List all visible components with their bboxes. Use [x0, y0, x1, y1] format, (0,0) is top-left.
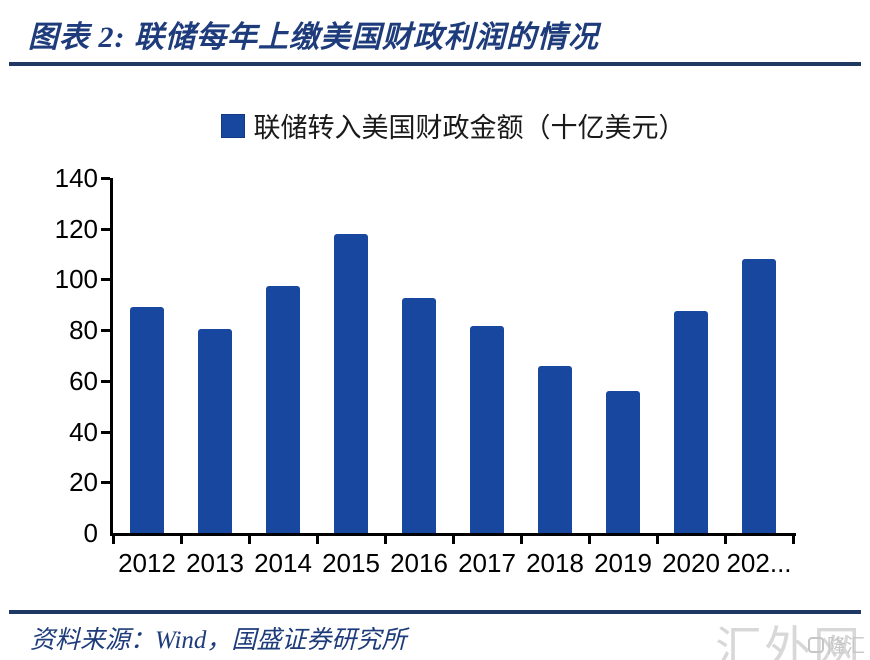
y-axis-tick-mark	[101, 278, 110, 282]
y-axis-tick-label: 140	[54, 163, 98, 193]
x-axis-category-label: 2019	[594, 548, 652, 578]
x-axis-category-label: 2018	[526, 548, 584, 578]
bar-2020	[674, 311, 708, 533]
x-axis-category-label: 2017	[458, 548, 516, 578]
bar-2018	[538, 365, 572, 533]
x-axis-tick-mark	[452, 536, 455, 544]
y-axis-tick-mark	[101, 227, 110, 231]
bar-202...	[742, 259, 776, 533]
x-axis-tick-mark	[112, 536, 115, 544]
x-axis-tick-mark	[520, 536, 523, 544]
x-axis-tick-mark	[384, 536, 387, 544]
y-axis-tick-mark	[101, 329, 110, 333]
y-axis-tick-label: 40	[69, 416, 98, 447]
gelonghui-logo-icon	[807, 636, 824, 653]
bar-2019	[606, 391, 640, 533]
plot-frame	[110, 178, 796, 536]
x-axis-tick-mark	[792, 536, 795, 544]
y-axis-tick-mark	[101, 430, 110, 434]
bar-2014	[266, 285, 300, 533]
x-axis-category-label: 2015	[322, 548, 380, 578]
x-axis-tick-mark	[180, 536, 183, 544]
x-axis-tick-mark	[724, 536, 727, 544]
source-attribution: 资料来源：Wind，国盛证券研究所	[30, 627, 407, 654]
x-axis-category-label: 202...	[726, 548, 792, 578]
x-axis-category-label: 2013	[186, 548, 244, 578]
x-axis-tick-mark	[656, 536, 659, 544]
title-divider-rule	[9, 62, 861, 66]
bar-2015	[334, 233, 368, 533]
bar-2016	[402, 298, 436, 533]
y-axis-tick-mark	[101, 177, 110, 180]
legend-swatch-icon	[220, 113, 245, 138]
chart-legend: 联储转入美国财政金额（十亿美元）	[0, 106, 870, 145]
legend-label: 联储转入美国财政金额（十亿美元）	[253, 113, 686, 143]
y-axis-tick-label: 60	[69, 365, 98, 396]
footer-divider-rule	[9, 610, 861, 614]
figure-title: 图表 2: 联储每年上缴美国财政利润的情况	[28, 21, 599, 54]
y-axis-tick-label: 20	[69, 467, 98, 498]
bar-2013	[198, 328, 232, 533]
gelonghui-watermark-text: 隆汇	[826, 636, 865, 657]
y-axis-tick-mark	[101, 481, 110, 485]
bar-2017	[470, 326, 504, 533]
gelonghui-watermark: 隆汇	[807, 631, 865, 658]
y-axis-tick-label: 80	[69, 315, 98, 346]
x-axis-tick-mark	[316, 536, 319, 544]
y-axis-tick-label: 0	[83, 518, 98, 548]
x-axis-tick-mark	[588, 536, 591, 544]
x-axis-category-label: 2012	[118, 548, 176, 578]
x-axis-category-label: 2016	[390, 548, 448, 578]
x-axis-category-label: 2020	[662, 548, 720, 578]
y-axis-tick-label: 100	[54, 264, 98, 295]
bar-2012	[130, 307, 164, 533]
site-watermark: 汇外网	[715, 624, 862, 660]
x-axis-tick-mark	[248, 536, 251, 544]
x-axis-category-label: 2014	[254, 548, 312, 578]
y-axis-tick-label: 120	[54, 213, 98, 244]
y-axis-tick-mark	[101, 379, 110, 383]
